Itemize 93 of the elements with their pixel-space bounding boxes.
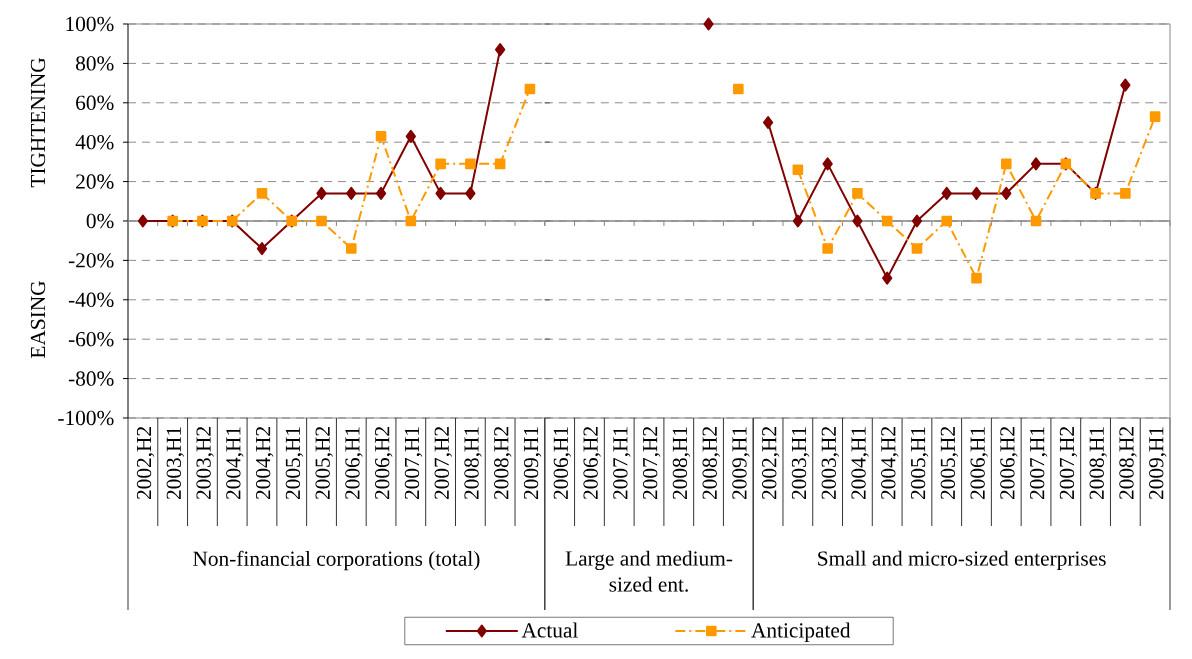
point bbox=[1000, 158, 1012, 170]
point bbox=[465, 186, 476, 200]
point bbox=[1030, 215, 1042, 227]
x-tick-label: 2007,H2 bbox=[434, 427, 453, 500]
point bbox=[256, 188, 268, 199]
x-tick-label: 2004,H1 bbox=[851, 427, 869, 500]
point bbox=[941, 186, 952, 200]
x-tick-label: 2008,H2 bbox=[494, 427, 512, 500]
x-tick-label: 2007,H2 bbox=[1059, 427, 1078, 500]
x-tick-label: 2006,H1 bbox=[345, 427, 363, 500]
legend-label: Anticipated bbox=[751, 622, 851, 642]
point bbox=[792, 164, 804, 176]
point bbox=[1120, 188, 1131, 199]
y-tick-label: 60% bbox=[76, 95, 114, 111]
y-tick-label: -80% bbox=[68, 371, 114, 386]
x-tick-label: 2004,H1 bbox=[226, 427, 244, 500]
x-tick-label: 2006,H1 bbox=[970, 427, 988, 500]
point bbox=[852, 214, 863, 228]
x-tick-label: 2007,H1 bbox=[404, 427, 423, 500]
y-tick-label: 20% bbox=[76, 174, 114, 189]
x-tick-label: 2008,H1 bbox=[464, 427, 482, 500]
x-tick-label: 2007,H2 bbox=[642, 427, 661, 500]
text: TIGHTENING bbox=[30, 57, 46, 188]
y-tick-label: -100% bbox=[58, 410, 114, 426]
text: EASING bbox=[30, 281, 46, 358]
point bbox=[405, 129, 416, 143]
point bbox=[1120, 78, 1131, 92]
point bbox=[316, 215, 327, 227]
x-tick-label: 2008,H1 bbox=[672, 427, 691, 500]
x-axis-title: Non-financial corporations (total) bbox=[193, 550, 480, 571]
x-tick-label: 2002,H2 bbox=[762, 427, 780, 500]
point bbox=[852, 188, 863, 199]
x-tick-label: 2003,H2 bbox=[196, 427, 214, 500]
x-tick-label: 2003,H1 bbox=[791, 427, 810, 500]
x-axis-title: Large and medium-sized ent. bbox=[565, 550, 733, 592]
x-tick-label: 2006,H2 bbox=[583, 427, 601, 500]
point bbox=[1030, 157, 1042, 171]
point bbox=[1001, 186, 1012, 200]
point bbox=[792, 214, 803, 228]
x-tick-label: 2008,H1 bbox=[1089, 427, 1107, 500]
point bbox=[881, 215, 893, 227]
point bbox=[494, 158, 506, 170]
point bbox=[762, 115, 774, 129]
point bbox=[375, 186, 387, 200]
y-tick-label: -40% bbox=[68, 292, 114, 308]
x-tick-label: 2009,H1 bbox=[523, 427, 542, 500]
x-tick-label: 2004,H2 bbox=[255, 427, 274, 500]
y-tick-label: -60% bbox=[68, 331, 114, 347]
x-tick-label: 2005,H2 bbox=[315, 427, 333, 500]
x-tick-label: 2005,H1 bbox=[285, 427, 304, 500]
point bbox=[524, 83, 536, 95]
y-tick-label: 80% bbox=[76, 56, 114, 71]
point bbox=[405, 215, 417, 227]
y-tick-label: -20% bbox=[68, 253, 114, 268]
point bbox=[375, 130, 387, 142]
x-tick-label: 2005,H2 bbox=[940, 427, 959, 500]
point bbox=[971, 272, 982, 284]
x-tick-label: 2003,H1 bbox=[166, 427, 185, 500]
x-tick-label: 2007,H1 bbox=[1029, 427, 1048, 500]
x-tick-label: 2005,H1 bbox=[910, 427, 929, 500]
point bbox=[465, 158, 476, 170]
x-tick-label: 2008,H2 bbox=[702, 427, 720, 500]
point bbox=[911, 214, 923, 228]
x-tick-label: 2002,H2 bbox=[136, 427, 155, 500]
x-tick-label: 2006,H1 bbox=[553, 427, 572, 500]
y-tick-label: 0% bbox=[86, 213, 114, 229]
point bbox=[971, 186, 982, 200]
x-axis-title: Small and micro-sized enterprises bbox=[818, 550, 1106, 571]
point bbox=[822, 157, 833, 171]
y-tick-label: 100% bbox=[66, 16, 114, 32]
point bbox=[495, 43, 506, 57]
x-tick-label: 2009,H1 bbox=[1149, 427, 1167, 500]
point bbox=[882, 271, 893, 285]
x-tick-label: 2006,H2 bbox=[1000, 427, 1018, 500]
y-tick-label: 40% bbox=[75, 134, 114, 150]
point bbox=[435, 186, 446, 200]
x-tick-label: 2006,H2 bbox=[375, 427, 393, 500]
point bbox=[345, 243, 357, 254]
x-tick-label: 2004,H2 bbox=[881, 427, 899, 500]
point bbox=[316, 186, 327, 200]
point bbox=[435, 158, 446, 170]
legend-label: Actual bbox=[521, 622, 578, 638]
x-tick-label: 2007,H1 bbox=[613, 427, 631, 500]
point bbox=[256, 242, 268, 256]
x-tick-label: 2009,H1 bbox=[732, 427, 750, 500]
point bbox=[1149, 111, 1161, 122]
point bbox=[822, 243, 833, 254]
x-tick-label: 2008,H2 bbox=[1119, 427, 1137, 500]
point bbox=[137, 214, 149, 228]
point bbox=[941, 215, 953, 227]
x-tick-label: 2003,H2 bbox=[821, 427, 840, 500]
point bbox=[346, 186, 357, 200]
point bbox=[911, 243, 923, 254]
